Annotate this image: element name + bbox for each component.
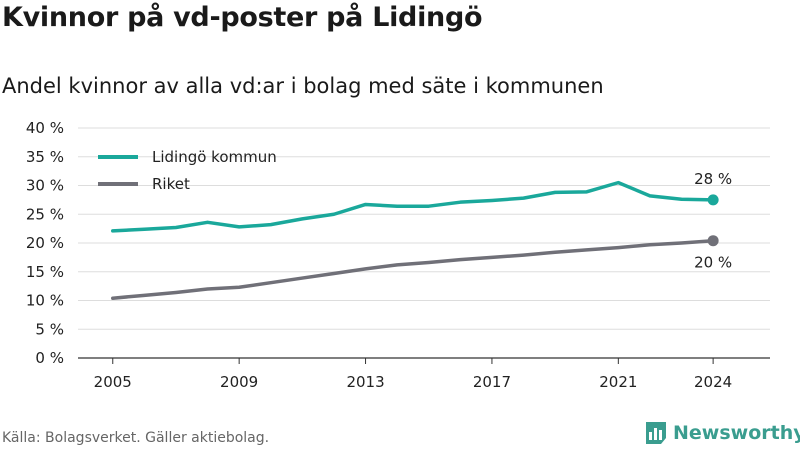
legend-label-lidingo: Lidingö kommun [152,148,277,166]
gridlines [78,127,770,359]
x-tick-label: 2017 [473,373,511,391]
y-tick-label: 30 % [26,177,64,195]
y-tick-label: 0 % [35,349,64,367]
source-note: Källa: Bolagsverket. Gäller aktiebolag. [2,430,270,446]
y-tick-label: 10 % [26,292,64,310]
x-tick-label: 2021 [599,373,637,391]
y-tick-label: 15 % [26,263,64,281]
x-tick-label: 2024 [694,373,732,391]
y-tick-label: 5 % [35,320,64,338]
brand-name: Newsworthy [673,422,800,444]
brand-logo[interactable]: Newsworthy [645,420,800,446]
series-line-riket [111,238,715,300]
y-tick-label: 35 % [26,148,64,166]
x-axis-ticks: 2005 2009 2013 2017 2021 2024 [94,358,732,391]
newsworthy-icon [646,422,666,444]
end-point-riket [707,235,719,247]
y-tick-label: 25 % [26,205,64,223]
legend-label-riket: Riket [152,175,190,193]
x-tick-label: 2013 [346,373,384,391]
end-label-lidingo: 28 % [694,170,732,188]
y-axis-ticks: 0 % 5 % 10 % 15 % 20 % 25 % 30 % 35 % 40 % [26,119,64,367]
y-tick-label: 40 % [26,119,64,137]
end-point-lidingo [707,194,719,206]
chart-title: Kvinnor på vd-poster på Lidingö [2,2,483,33]
series-lines: 28 % 20 % [111,170,732,300]
y-tick-label: 20 % [26,234,64,252]
x-tick-label: 2009 [220,373,258,391]
legend: Lidingö kommun Riket [98,148,277,193]
x-tick-label: 2005 [94,373,132,391]
chart-subtitle: Andel kvinnor av alla vd:ar i bolag med … [2,74,604,98]
end-label-riket: 20 % [694,254,732,272]
series-line-lidingo [111,180,715,233]
